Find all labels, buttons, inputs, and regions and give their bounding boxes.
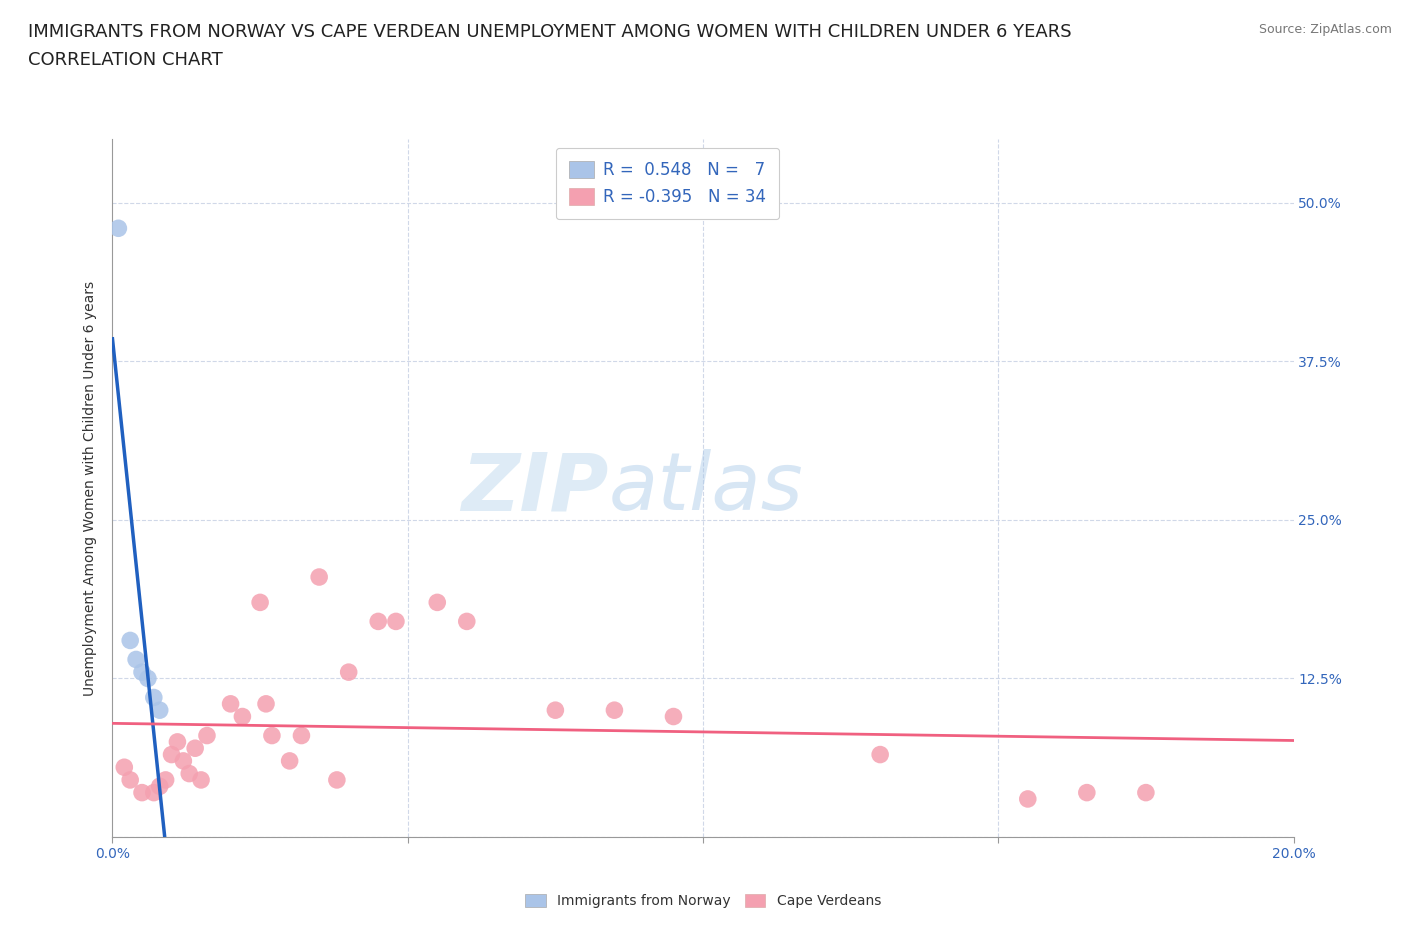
Point bbox=[869, 747, 891, 762]
Point bbox=[179, 766, 201, 781]
Text: CORRELATION CHART: CORRELATION CHART bbox=[28, 51, 224, 69]
Point bbox=[1076, 785, 1098, 800]
Point bbox=[131, 665, 153, 680]
Point bbox=[166, 735, 188, 750]
Text: atlas: atlas bbox=[609, 449, 803, 527]
Point bbox=[160, 747, 183, 762]
Point bbox=[260, 728, 283, 743]
Point bbox=[172, 753, 194, 768]
Legend: Immigrants from Norway, Cape Verdeans: Immigrants from Norway, Cape Verdeans bbox=[520, 889, 886, 914]
Point bbox=[136, 671, 159, 686]
Point bbox=[149, 778, 172, 793]
Point bbox=[367, 614, 389, 629]
Point bbox=[249, 595, 271, 610]
Point bbox=[219, 697, 242, 711]
Point bbox=[1135, 785, 1157, 800]
Point bbox=[155, 773, 177, 788]
Point bbox=[190, 773, 212, 788]
Point bbox=[131, 785, 153, 800]
Point bbox=[125, 652, 148, 667]
Text: Source: ZipAtlas.com: Source: ZipAtlas.com bbox=[1258, 23, 1392, 36]
Point bbox=[603, 703, 626, 718]
Y-axis label: Unemployment Among Women with Children Under 6 years: Unemployment Among Women with Children U… bbox=[83, 281, 97, 696]
Point bbox=[149, 703, 172, 718]
Point bbox=[326, 773, 349, 788]
Point bbox=[337, 665, 360, 680]
Text: IMMIGRANTS FROM NORWAY VS CAPE VERDEAN UNEMPLOYMENT AMONG WOMEN WITH CHILDREN UN: IMMIGRANTS FROM NORWAY VS CAPE VERDEAN U… bbox=[28, 23, 1071, 41]
Point bbox=[142, 785, 165, 800]
Text: ZIP: ZIP bbox=[461, 449, 609, 527]
Point bbox=[254, 697, 277, 711]
Point bbox=[112, 760, 135, 775]
Point bbox=[308, 569, 330, 584]
Point bbox=[1017, 791, 1039, 806]
Point bbox=[142, 690, 165, 705]
Point bbox=[385, 614, 408, 629]
Point bbox=[107, 220, 129, 235]
Point bbox=[456, 614, 478, 629]
Point bbox=[231, 709, 253, 724]
Point bbox=[120, 633, 142, 648]
Point bbox=[544, 703, 567, 718]
Point bbox=[195, 728, 218, 743]
Point bbox=[662, 709, 685, 724]
Point bbox=[120, 773, 142, 788]
Point bbox=[184, 741, 207, 756]
Point bbox=[426, 595, 449, 610]
Point bbox=[278, 753, 301, 768]
Point bbox=[290, 728, 312, 743]
